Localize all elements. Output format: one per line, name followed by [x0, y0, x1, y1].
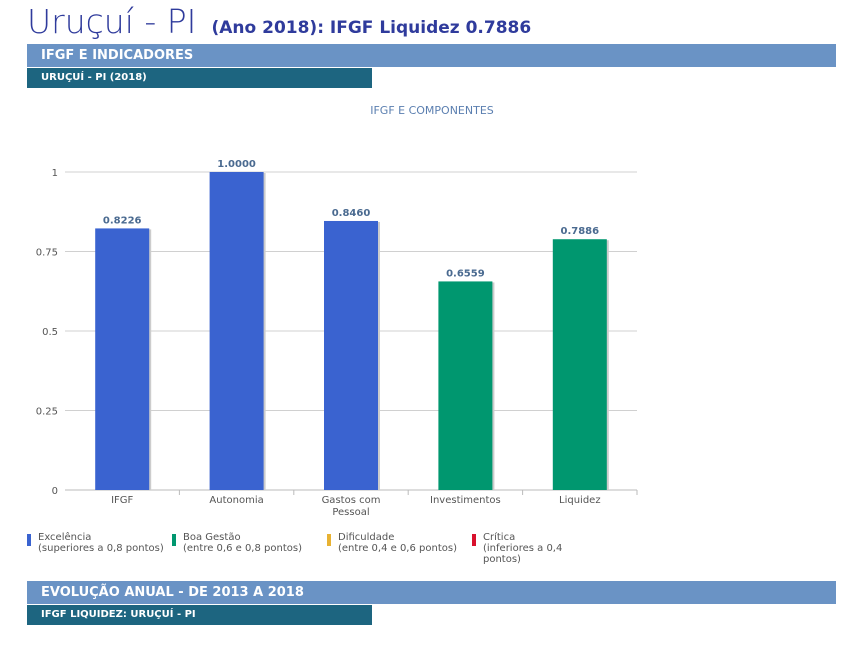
y-tick-label: 0.5 — [42, 327, 58, 338]
data-label: 0.8460 — [332, 208, 371, 219]
legend-item: Dificuldade (entre 0,4 e 0,6 pontos) — [327, 532, 488, 554]
legend-label: Dificuldade — [338, 532, 395, 543]
bar-investimentos[interactable] — [438, 281, 493, 490]
legend-item: Boa Gestão (entre 0,6 e 0,8 pontos) — [172, 532, 333, 554]
section-header-evolucao: EVOLUÇÃO ANUAL - DE 2013 A 2018 — [27, 581, 836, 604]
legend-label: Boa Gestão — [183, 532, 241, 543]
y-tick-label: 0.75 — [36, 248, 58, 259]
x-tick-label: Gastos com Pessoal — [322, 495, 381, 518]
legend-item: Excelência (superiores a 0,8 pontos) — [27, 532, 188, 554]
section-subheader-liquidez: IFGF LIQUIDEZ: URUÇUÍ - PI — [27, 605, 372, 625]
y-tick-label: 0.25 — [36, 407, 58, 418]
legend-desc: (entre 0,4 e 0,6 pontos) — [338, 543, 457, 554]
legend-desc: (entre 0,6 e 0,8 pontos) — [183, 543, 302, 554]
data-label: 0.6559 — [446, 268, 485, 279]
x-tick-label: Autonomia — [209, 495, 263, 506]
x-tick-label: Liquidez — [559, 495, 601, 506]
city-name: Uruçuí - PI — [27, 2, 197, 41]
legend-swatch — [327, 534, 331, 546]
legend-item: Crítica (inferiores a 0,4 pontos) — [472, 532, 593, 565]
x-tick-label: Investimentos — [430, 495, 501, 506]
legend-label: Excelência — [38, 532, 92, 543]
bar-liquidez[interactable] — [552, 239, 607, 490]
legend-desc: (inferiores a 0,4 pontos) — [483, 543, 563, 565]
x-tick-label: IFGF — [111, 495, 133, 506]
y-tick-label: 1 — [52, 168, 58, 179]
legend-label: Crítica — [483, 532, 516, 543]
legend-swatch — [172, 534, 176, 546]
legend-desc: (superiores a 0,8 pontos) — [38, 543, 164, 554]
legend-swatch — [27, 534, 31, 546]
bar-ifgf[interactable] — [95, 228, 150, 490]
bar-autonomia[interactable] — [209, 172, 264, 490]
page-title: Uruçuí - PI (Ano 2018): IFGF Liquidez 0.… — [27, 2, 531, 41]
section-header-indicadores: IFGF E INDICADORES — [27, 44, 836, 67]
data-label: 0.7886 — [561, 226, 600, 237]
y-tick-label: 0 — [52, 486, 58, 497]
chart-title: IFGF E COMPONENTES — [370, 104, 494, 117]
legend-swatch — [472, 534, 476, 546]
data-label: 1.0000 — [217, 159, 256, 170]
bar-gastos-com-pessoal[interactable] — [324, 220, 378, 491]
section-subheader: URUÇUÍ - PI (2018) — [27, 68, 372, 88]
bar-chart: IFGF E COMPONENTES 0 0.25 0.5 0.75 1 0.8226 IF… — [36, 104, 638, 518]
data-label: 0.8226 — [103, 215, 142, 226]
page-subtitle: (Ano 2018): IFGF Liquidez 0.7886 — [211, 18, 532, 38]
